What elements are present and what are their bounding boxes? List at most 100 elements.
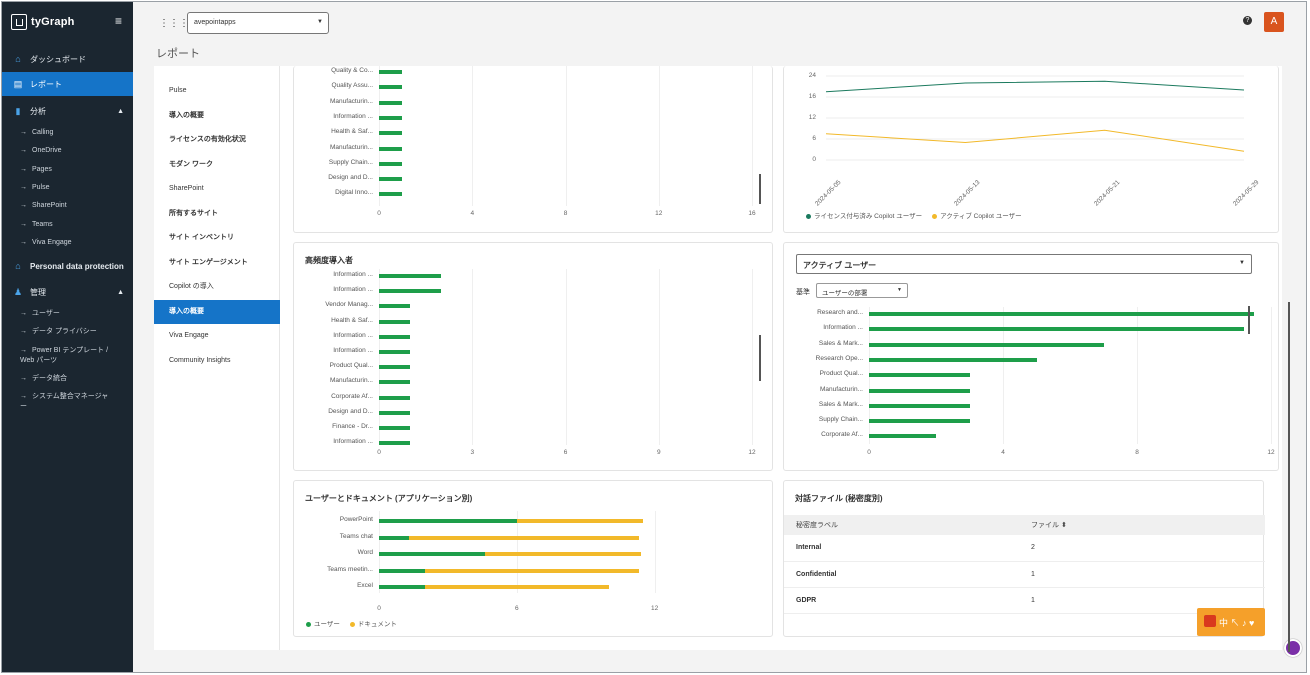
bar — [869, 419, 970, 424]
report-nav-item[interactable]: ライセンスの有効化状況 — [169, 136, 246, 143]
bar-documents — [484, 552, 641, 556]
help-icon[interactable]: ? — [1243, 16, 1252, 25]
report-nav-item[interactable]: モダン ワーク — [169, 160, 213, 168]
chat-icon[interactable] — [1284, 639, 1302, 657]
bar — [379, 100, 403, 105]
nav-sub-item[interactable]: → Pages — [2, 165, 133, 175]
bar — [379, 85, 403, 90]
report-subnav: Pulse 導入の概要 ライセンスの有効化状況 モダン ワーク SharePoint 所有… — [154, 66, 280, 650]
nav-reports[interactable]: ▤ レポート — [2, 72, 133, 96]
metric-dropdown[interactable]: アクティブ ユーザー ▼ — [796, 254, 1252, 274]
report-nav-item[interactable]: Pulse — [169, 87, 187, 94]
nav-sub-label: Pulse — [32, 183, 50, 191]
nav-sub-item[interactable]: → システム整合マネージャー — [2, 392, 112, 412]
legend-item[interactable]: ユーザー — [306, 618, 340, 628]
bar — [869, 373, 970, 378]
bar — [379, 192, 403, 197]
y-category-label: Teams meetin... — [327, 565, 373, 573]
nav-sub-item[interactable]: → OneDrive — [2, 146, 133, 156]
active-users-card: アクティブ ユーザー ▼ 基準 ユーザーの部署 ▼ 0 4 8 12 Research … — [783, 242, 1279, 471]
tenant-value: avepointapps — [194, 19, 236, 26]
y-category-label: Corporate Af... — [331, 392, 373, 400]
hamburger-menu-icon[interactable]: ≡ — [115, 14, 123, 28]
copilot-users-trend-card: 24 16 12 6 0 2024-05-05 2024-05-13 2024-05-21 20… — [783, 66, 1279, 233]
nav-sub-item[interactable]: → Teams — [2, 220, 133, 230]
nav-sub-label: Viva Engage — [32, 238, 72, 246]
report-nav-item[interactable]: SharePoint — [169, 185, 204, 192]
app-grid-icon[interactable]: ⋮⋮⋮ — [159, 18, 189, 29]
x-tick-label: 8 — [563, 210, 568, 217]
report-area: Pulse 導入の概要 ライセンスの有効化状況 モダン ワーク SharePoint 所有… — [154, 66, 1282, 650]
legend-item[interactable]: アクティブ Copilot ユーザー — [932, 210, 1022, 220]
column-header-label[interactable]: 秘密度ラベル — [784, 515, 1019, 535]
y-category-label: Product Qual... — [329, 362, 373, 370]
chart-scrollbar[interactable] — [759, 174, 761, 204]
nav-analytics[interactable]: ▮ 分析 ▲ — [2, 99, 133, 123]
basis-select[interactable]: ユーザーの部署 ▼ — [816, 283, 908, 298]
report-nav-item[interactable]: 導入の概要 — [169, 111, 204, 119]
y-tick-label: 24 — [808, 72, 816, 79]
x-tick-label: 4 — [470, 210, 475, 217]
y-category-label: Design and D... — [328, 174, 373, 182]
y-category-label: PowerPoint — [339, 516, 373, 523]
floating-widget[interactable]: 中 ↖ ♪ ♥ — [1197, 608, 1265, 636]
nav-sub-label: ユーザー — [32, 310, 60, 317]
bar — [379, 410, 411, 415]
nav-sub-item[interactable]: → データ プライバシー — [2, 327, 112, 337]
x-tick-label: 12 — [1267, 449, 1275, 456]
report-nav-item[interactable]: Copilot の導入 — [169, 283, 214, 290]
nav-sub-label: Pages — [32, 165, 52, 173]
user-avatar[interactable]: A — [1264, 12, 1284, 32]
report-nav-item[interactable]: 所有するサイト — [169, 209, 218, 217]
bar-users — [379, 552, 485, 556]
y-category-label: Word — [357, 549, 373, 556]
page-scrollbar[interactable] — [1288, 302, 1290, 652]
arrow-right-icon: → — [20, 328, 27, 335]
nav-sub-item[interactable]: → Viva Engage — [2, 238, 133, 248]
tenant-selector[interactable]: avepointapps ▼ — [187, 12, 329, 34]
legend-label: アクティブ Copilot ユーザー — [940, 213, 1022, 220]
bar — [379, 131, 403, 136]
nav-sub-item[interactable]: → ユーザー — [2, 309, 112, 319]
app-logo[interactable]: tyGraph — [11, 12, 75, 32]
nav-sub-label: データ統合 — [32, 375, 67, 382]
nav-sub-label: Power BI テンプレート / Web パーツ — [20, 347, 109, 364]
y-category-label: Information ... — [333, 271, 373, 278]
report-nav-item[interactable]: Community Insights — [169, 356, 231, 364]
nav-sub-item[interactable]: → Pulse — [2, 183, 133, 193]
legend-item[interactable]: ライセンス付与済み Copilot ユーザー — [806, 210, 922, 220]
nav-sub-label: システム整合マネージャー — [20, 393, 109, 410]
report-nav-item[interactable]: 導入の概要 — [154, 299, 280, 324]
basis-label: 基準 — [796, 289, 810, 296]
y-category-label: Digital Inno... — [335, 189, 373, 197]
report-nav-item[interactable]: サイト インベントリ — [169, 234, 234, 241]
report-nav-item[interactable]: Viva Engage — [169, 332, 209, 339]
bar-documents — [516, 519, 644, 523]
y-category-label: Health & Saf... — [331, 316, 373, 324]
line-chart — [825, 75, 1245, 161]
nav-sub-item[interactable]: → データ統合 — [2, 374, 112, 384]
logo-icon — [11, 14, 27, 30]
y-category-label: Research Ope... — [815, 354, 863, 362]
nav-sub-item[interactable]: → Power BI テンプレート / Web パーツ — [2, 346, 112, 366]
nav-sub-item[interactable]: → Calling — [2, 128, 133, 138]
y-category-label: Design and D... — [328, 407, 373, 415]
y-tick-label: 6 — [812, 135, 816, 142]
nav-sub-item[interactable]: → SharePoint — [2, 201, 133, 211]
bar — [379, 350, 411, 354]
bar — [869, 342, 1104, 347]
chart-scrollbar[interactable] — [1248, 306, 1250, 334]
column-header-files[interactable]: ファイル ⬍ — [1019, 515, 1265, 535]
chart-scrollbar[interactable] — [759, 335, 761, 381]
nav-personal-data-protection[interactable]: ⌂ Personal data protection — [2, 254, 133, 278]
nav-dashboard-label: ダッシュボード — [30, 54, 86, 64]
nav-analytics-label: 分析 — [30, 106, 46, 116]
bar — [379, 395, 411, 400]
legend-item[interactable]: ドキュメント — [349, 618, 397, 628]
nav-dashboard[interactable]: ⌂ ダッシュボード — [2, 47, 133, 71]
nav-admin[interactable]: ♟ 管理 ▲ — [2, 280, 133, 304]
y-category-label: Manufacturin... — [820, 385, 863, 393]
y-category-label: Vendor Manag... — [325, 301, 373, 309]
bar — [379, 319, 411, 324]
report-nav-item[interactable]: サイト エンゲージメント — [169, 258, 248, 266]
